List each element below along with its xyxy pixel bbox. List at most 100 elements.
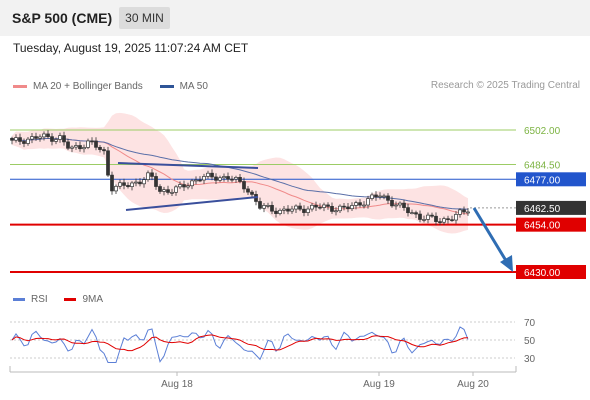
ma50-swatch	[159, 85, 174, 88]
candle	[270, 201, 274, 215]
candle	[234, 175, 238, 183]
candle	[430, 212, 434, 218]
candle	[406, 203, 410, 217]
credit-text: Research © 2025 Trading Central	[430, 80, 580, 91]
level-label-5: 6430.00	[516, 265, 586, 279]
level-label-1: 6484.50	[524, 161, 561, 172]
candle	[218, 175, 222, 183]
x-tick-label-aug19: Aug 19	[363, 379, 395, 390]
candle	[122, 178, 126, 190]
candle	[402, 199, 406, 211]
candle	[382, 193, 386, 200]
candle	[38, 134, 42, 142]
price-level-labels: 6502.00 6484.50 6477.00 6462.50 6454.00 6430.…	[516, 126, 586, 279]
candle	[54, 137, 58, 145]
candle	[314, 201, 318, 212]
legend-rsi-ma-label: 9MA	[82, 294, 104, 305]
candle	[174, 185, 178, 196]
pattern-lower-line	[125, 196, 259, 211]
candle	[378, 192, 382, 200]
x-axis: Aug 18 Aug 19 Aug 20	[9, 366, 517, 390]
rsi-tick-50: 50	[524, 336, 536, 347]
candle	[202, 173, 206, 184]
candle	[78, 141, 82, 152]
candle	[398, 201, 402, 208]
candle	[46, 130, 50, 139]
candle	[50, 133, 54, 146]
level-label-3: 6462.50	[516, 200, 586, 215]
forecast-arrow	[472, 207, 513, 272]
interval-badge[interactable]: 30 MIN	[119, 7, 170, 29]
legend-bollinger-label: MA 20 + Bollinger Bands	[33, 81, 143, 92]
candle	[462, 206, 466, 215]
x-tick-label-aug20: Aug 20	[457, 379, 489, 390]
legend-ma50: MA 50	[159, 81, 208, 92]
candle	[226, 172, 230, 182]
candle	[262, 202, 266, 213]
candle	[166, 185, 170, 195]
candle	[370, 192, 374, 201]
candle	[190, 178, 194, 190]
legend-rsi-ma: 9MA	[64, 294, 103, 305]
candle	[414, 210, 418, 218]
candle	[150, 169, 154, 181]
candle	[26, 137, 30, 146]
candlestick-series	[10, 130, 470, 226]
level-label-text-5: 6430.00	[524, 268, 561, 279]
candle	[102, 146, 106, 155]
candle	[290, 205, 294, 214]
candle	[322, 202, 326, 212]
candle	[386, 193, 390, 204]
legend-ma50-label: MA 50	[179, 81, 208, 92]
candle	[94, 137, 98, 151]
rsi-tick-30: 30	[524, 354, 536, 365]
candle	[186, 182, 190, 190]
candle	[238, 174, 242, 184]
candle	[438, 217, 442, 226]
candle	[10, 136, 14, 145]
candle	[302, 205, 306, 217]
candle	[450, 215, 454, 222]
pattern-upper-line	[117, 162, 259, 169]
candle	[250, 189, 254, 198]
candle	[334, 207, 338, 216]
candle	[126, 182, 130, 189]
candle	[286, 205, 290, 215]
candle	[358, 199, 362, 208]
forecast-arrow-head	[500, 255, 513, 272]
candle	[66, 138, 70, 151]
candle	[390, 196, 394, 208]
candle	[338, 204, 342, 213]
legend-bollinger: MA 20 + Bollinger Bands	[13, 81, 143, 92]
rsi-ma-line	[11, 334, 469, 352]
candle	[354, 200, 358, 210]
candle	[162, 186, 166, 196]
bollinger-swatch	[13, 85, 27, 88]
bollinger-band	[12, 112, 468, 234]
candle	[458, 208, 462, 218]
candle	[90, 137, 94, 145]
candle	[194, 176, 198, 185]
candle	[86, 138, 90, 150]
rsi-panel: 70 50 30	[10, 318, 536, 365]
candle	[70, 145, 74, 153]
candle	[318, 203, 322, 210]
candle	[258, 197, 262, 210]
candle	[222, 173, 226, 182]
candle	[170, 188, 174, 196]
rsi-tick-70: 70	[524, 318, 536, 329]
candle	[346, 202, 350, 213]
candle	[42, 131, 46, 141]
level-label-bg-2	[516, 172, 586, 187]
candle	[82, 144, 86, 153]
legend-rsi: RSI	[13, 294, 48, 305]
rsi-line	[11, 326, 469, 363]
candle	[266, 202, 270, 209]
candle	[446, 215, 450, 224]
instrument-title: S&P 500 (CME)	[12, 10, 113, 26]
candle	[114, 184, 118, 195]
candle	[410, 209, 414, 215]
candle	[466, 208, 470, 216]
level-label-bg-3	[516, 200, 586, 215]
candle	[58, 132, 62, 143]
